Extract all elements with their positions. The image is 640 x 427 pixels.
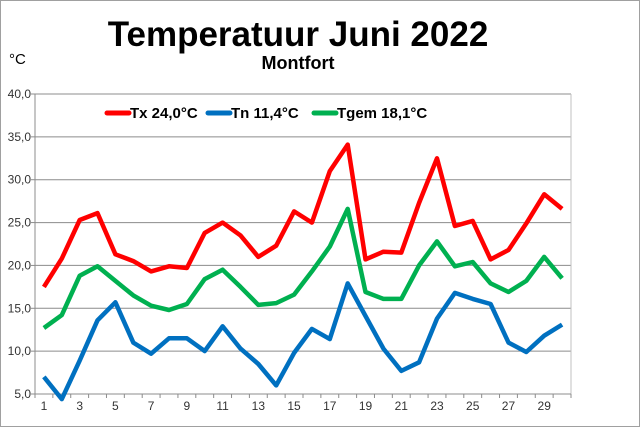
x-tick-label: 21	[395, 399, 409, 413]
x-tick-label: 7	[148, 399, 155, 413]
series-line-3	[42, 206, 564, 330]
x-tick-label: 19	[359, 399, 373, 413]
y-tick-label: 5,0	[14, 387, 31, 401]
y-tick-label: 15,0	[8, 301, 32, 315]
legend-label: Tx 24,0°C	[130, 105, 198, 122]
y-axis-label: °C	[9, 51, 26, 68]
x-tick-label: 29	[538, 399, 552, 413]
legend-label: Tgem 18,1°C	[337, 105, 427, 122]
x-tick-label: 3	[76, 399, 83, 413]
series-line-2	[42, 281, 564, 402]
x-tick-label: 9	[184, 399, 191, 413]
chart-subtitle: Montfort	[261, 53, 335, 73]
x-tick-label: 15	[287, 399, 301, 413]
x-tick-label: 1	[41, 399, 48, 413]
x-tick-label: 5	[112, 399, 119, 413]
x-tick-label: 25	[466, 399, 480, 413]
chart-title: Temperatuur Juni 2022	[107, 15, 489, 54]
y-tick-label: 35,0	[8, 130, 32, 144]
x-tick-label: 17	[323, 399, 337, 413]
legend-label: Tn 11,4°C	[231, 105, 299, 122]
y-tick-label: 25,0	[8, 216, 32, 230]
x-tick-label: 13	[252, 399, 266, 413]
x-tick-label: 11	[216, 399, 229, 413]
y-tick-label: 40,0	[8, 87, 32, 101]
y-tick-label: 10,0	[8, 344, 32, 358]
series-line-1	[41, 142, 564, 289]
x-tick-label: 23	[430, 399, 444, 413]
y-tick-label: 20,0	[8, 258, 32, 272]
y-tick-label: 30,0	[8, 173, 32, 187]
x-tick-label: 27	[502, 399, 516, 413]
